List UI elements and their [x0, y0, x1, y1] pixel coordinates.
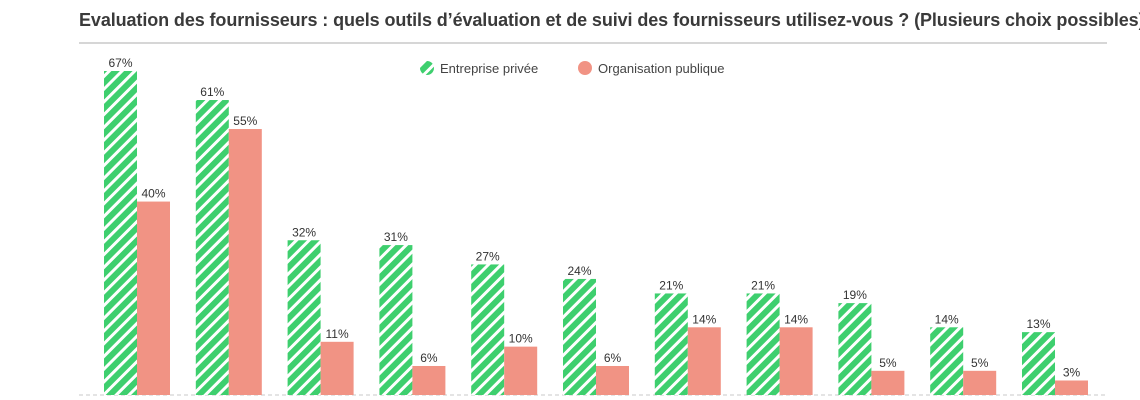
labels-layer: 67% 61% 32% 31% 27% 24% 21% 21% 19% 14% 13% 40% 55% 1…: [108, 56, 1080, 379]
bar-organisation-publique-11: [1055, 380, 1088, 395]
legend-swatch-entreprise-privee: [420, 61, 434, 75]
data-label-organisation-publique-8: 14%: [784, 312, 808, 326]
data-label-organisation-publique-11: 3%: [1063, 365, 1081, 379]
data-label-entreprise-privee-3: 32%: [292, 225, 316, 239]
bar-entreprise-privee-3: [287, 240, 321, 395]
bar-entreprise-privee-9: [838, 303, 872, 395]
data-label-entreprise-privee-9: 19%: [843, 288, 867, 302]
bar-entreprise-privee-1: [104, 71, 137, 395]
data-label-organisation-publique-3: 11%: [326, 327, 349, 341]
data-label-organisation-publique-4: 6%: [420, 351, 438, 365]
chart-title: Evaluation des fournisseurs : quels outi…: [79, 10, 1140, 30]
bar-organisation-publique-8: [779, 327, 813, 395]
data-label-organisation-publique-5: 10%: [509, 332, 533, 346]
legend-swatch-organisation-publique: [578, 61, 592, 75]
bar-organisation-publique-6: [596, 365, 629, 395]
bar-organisation-publique-2: [228, 129, 262, 395]
legend-label-entreprise-privee: Entreprise privée: [440, 61, 538, 76]
bar-organisation-publique-1: [137, 201, 170, 395]
data-label-entreprise-privee-8: 21%: [751, 278, 775, 292]
data-label-organisation-publique-7: 14%: [692, 312, 716, 326]
data-label-organisation-publique-2: 55%: [233, 114, 257, 128]
bar-entreprise-privee-10: [930, 327, 964, 395]
data-label-entreprise-privee-10: 14%: [935, 312, 959, 326]
legend-label-organisation-publique: Organisation publique: [598, 61, 724, 76]
bar-organisation-publique-7: [687, 327, 721, 395]
bar-organisation-publique-4: [412, 365, 446, 395]
bar-entreprise-privee-2: [195, 100, 229, 395]
data-label-entreprise-privee-11: 13%: [1026, 317, 1050, 331]
data-label-entreprise-privee-1: 67%: [108, 56, 132, 70]
bar-organisation-publique-10: [963, 370, 997, 395]
data-label-entreprise-privee-5: 27%: [476, 249, 500, 263]
data-label-entreprise-privee-4: 31%: [384, 230, 408, 244]
data-label-entreprise-privee-6: 24%: [567, 264, 591, 278]
bar-entreprise-privee-11: [1022, 332, 1055, 395]
bar-entreprise-privee-5: [471, 264, 505, 395]
data-label-entreprise-privee-2: 61%: [200, 85, 224, 99]
legend: Entreprise privée Organisation publique: [420, 61, 724, 76]
bar-organisation-publique-9: [871, 370, 905, 395]
bar-entreprise-privee-6: [563, 278, 596, 395]
data-label-entreprise-privee-7: 21%: [659, 278, 683, 292]
data-label-organisation-publique-6: 6%: [604, 351, 622, 365]
data-label-organisation-publique-9: 5%: [879, 356, 897, 370]
bars-layer: [104, 71, 1088, 395]
data-label-organisation-publique-1: 40%: [141, 187, 165, 201]
bar-organisation-publique-5: [504, 346, 538, 395]
title-divider: [79, 42, 1107, 44]
bar-entreprise-privee-4: [379, 245, 413, 395]
bar-entreprise-privee-7: [654, 293, 688, 395]
data-label-organisation-publique-10: 5%: [971, 356, 989, 370]
bar-organisation-publique-3: [320, 341, 354, 395]
bar-entreprise-privee-8: [746, 293, 780, 395]
